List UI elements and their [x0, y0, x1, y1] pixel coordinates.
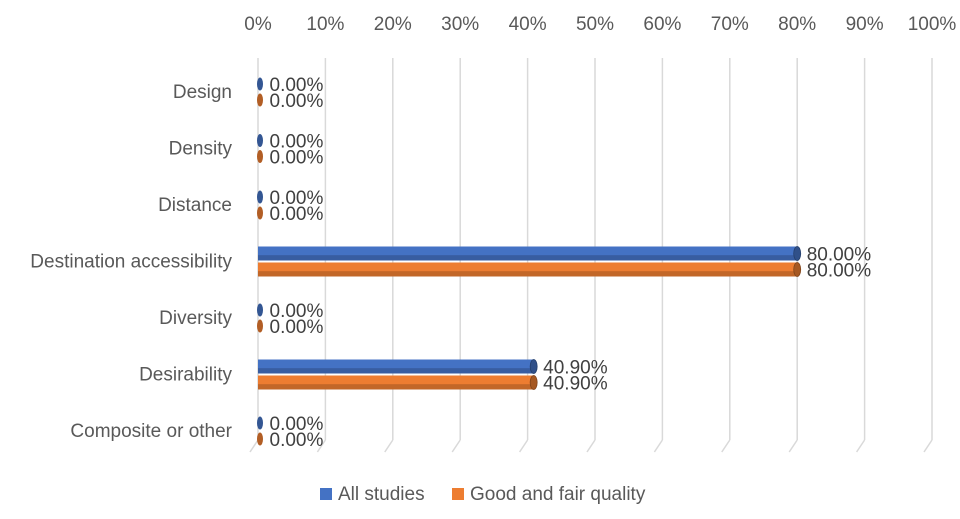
- x-tick-label: 90%: [846, 14, 884, 35]
- gridline-floor: [518, 439, 529, 453]
- category-label: Density: [169, 139, 233, 160]
- bar-shade: [258, 384, 534, 390]
- data-label: 0.00%: [270, 204, 324, 225]
- bar-zero-marker: [257, 150, 263, 163]
- data-label: 0.00%: [270, 132, 324, 153]
- gridline-floor: [653, 439, 664, 453]
- data-label: 40.90%: [543, 374, 608, 395]
- x-tick-label: 0%: [244, 14, 272, 35]
- data-label: 0.00%: [270, 188, 324, 209]
- data-label: 0.00%: [270, 91, 324, 112]
- bar-end: [529, 375, 538, 390]
- data-label: 0.00%: [270, 301, 324, 322]
- bar-zero-marker: [257, 134, 263, 147]
- x-tick-label: 100%: [908, 14, 957, 35]
- x-tick-label: 30%: [441, 14, 479, 35]
- gridline-floor: [721, 439, 731, 453]
- x-tick-label: 80%: [778, 14, 816, 35]
- bar-zero-marker: [257, 190, 263, 204]
- bar-shade: [258, 255, 798, 261]
- category-label: Design: [173, 82, 232, 103]
- x-tick-label: 20%: [374, 14, 412, 35]
- bar-zero-marker: [257, 432, 263, 446]
- bar-zero-marker: [257, 303, 263, 317]
- data-label: 0.00%: [270, 317, 324, 338]
- data-label: 0.00%: [270, 414, 324, 435]
- bar-zero-marker: [257, 416, 263, 430]
- legend-swatch: [320, 488, 332, 500]
- data-label: 0.00%: [270, 148, 324, 169]
- category-label: Distance: [158, 195, 232, 216]
- gridline-floor: [316, 439, 327, 453]
- gridline-floor: [923, 439, 933, 453]
- legend-swatch: [452, 488, 464, 500]
- legend-label: All studies: [338, 484, 425, 505]
- gridline-floor: [249, 439, 259, 453]
- x-tick-label: 60%: [643, 14, 681, 35]
- bar-zero-marker: [257, 319, 263, 333]
- data-label: 80.00%: [807, 261, 872, 282]
- x-tick-label: 40%: [509, 14, 547, 35]
- bar-end: [529, 359, 538, 374]
- bar-zero-marker: [257, 206, 263, 220]
- gridline-floor: [384, 439, 394, 453]
- x-tick-label: 10%: [306, 14, 344, 35]
- bar-shade: [258, 271, 798, 277]
- gridline-floor: [586, 439, 596, 453]
- bar-shade: [258, 368, 534, 374]
- data-label: 80.00%: [807, 245, 872, 266]
- x-tick-label: 50%: [576, 14, 614, 35]
- data-label: 40.90%: [543, 358, 608, 379]
- bar-end: [793, 262, 802, 277]
- category-label: Desirability: [139, 365, 232, 386]
- category-label: Diversity: [159, 308, 232, 329]
- gridline-floor: [451, 439, 461, 453]
- category-label: Destination accessibility: [30, 252, 232, 273]
- data-label: 0.00%: [270, 75, 324, 96]
- x-tick-label: 70%: [711, 14, 749, 35]
- bar-end: [793, 246, 802, 261]
- data-label: 0.00%: [270, 430, 324, 451]
- legend-label: Good and fair quality: [470, 484, 646, 505]
- bar-zero-marker: [257, 77, 263, 91]
- gridline-floor: [788, 439, 798, 453]
- gridline-floor: [855, 439, 866, 453]
- category-label: Composite or other: [70, 421, 232, 442]
- bar-zero-marker: [257, 93, 263, 107]
